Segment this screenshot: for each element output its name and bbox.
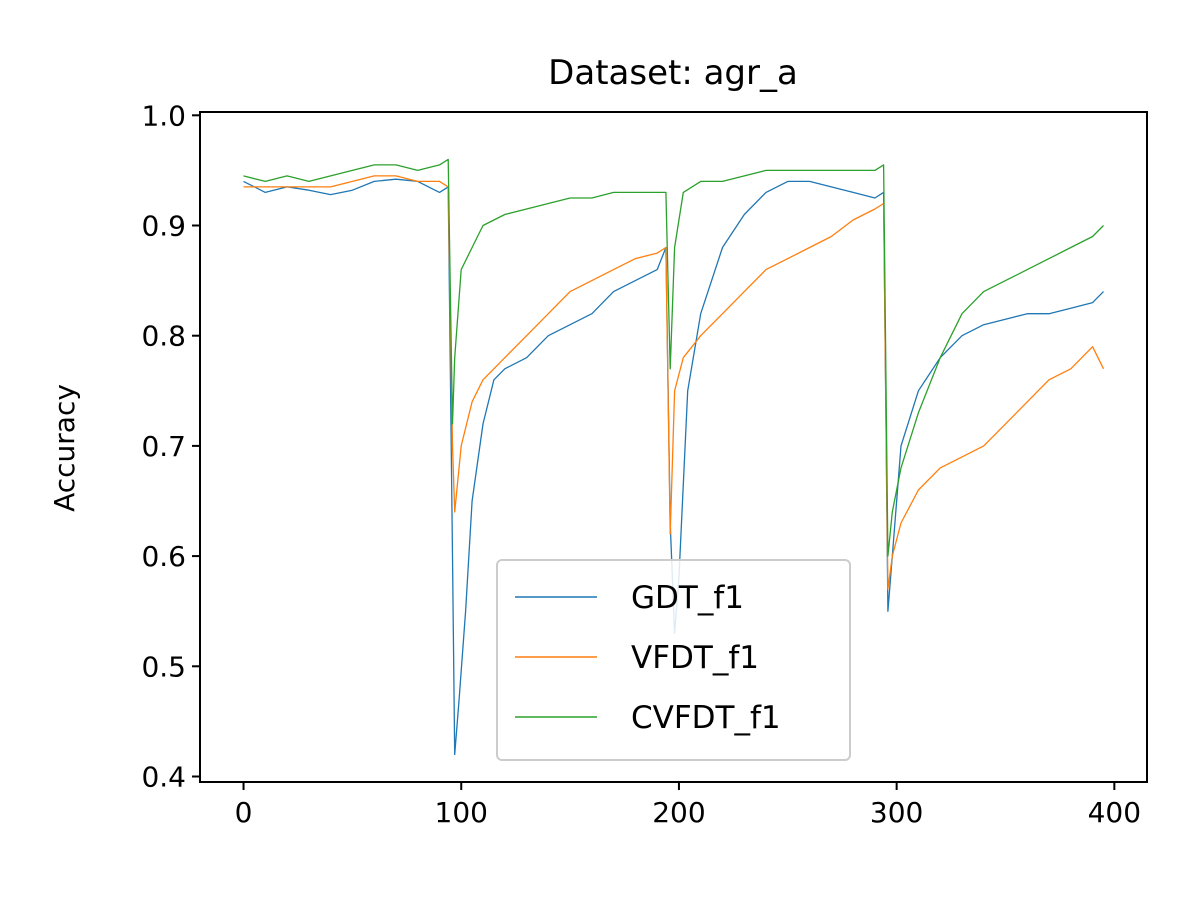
x-tick-label: 300 (870, 796, 923, 829)
legend-label: VFDT_f1 (631, 640, 759, 676)
x-tick-label: 400 (1088, 796, 1141, 829)
x-tick-label: 100 (435, 796, 488, 829)
x-axis: 0 100 200 300 400 (235, 782, 1141, 829)
y-tick-label: 0.9 (141, 210, 186, 243)
y-tick-label: 0.4 (141, 760, 186, 793)
legend-box (496, 559, 851, 761)
y-tick-label: 0.5 (141, 650, 186, 683)
y-tick-label: 0.6 (141, 540, 186, 573)
series-line-cvfdt-f1 (243, 158, 1104, 557)
legend-label: CVFDT_f1 (631, 700, 781, 736)
x-tick-label: 200 (652, 796, 705, 829)
y-tick-label: 0.8 (141, 320, 186, 353)
series-line-vfdt-f1 (243, 175, 1105, 590)
y-axis: 0.4 0.5 0.6 0.7 0.8 0.9 1.0 (141, 99, 200, 793)
legend: GDT_f1 VFDT_f1 CVFDT_f1 (496, 559, 851, 761)
x-tick-label: 0 (235, 796, 253, 829)
plot-area-frame (199, 111, 1148, 783)
legend-label: GDT_f1 (631, 580, 744, 616)
y-axis-label: Accuracy (48, 384, 81, 512)
y-tick-label: 0.7 (141, 430, 186, 463)
series-layer (243, 158, 1105, 756)
chart-title: Dataset: agr_a (548, 53, 798, 93)
y-tick-label: 1.0 (141, 99, 186, 132)
